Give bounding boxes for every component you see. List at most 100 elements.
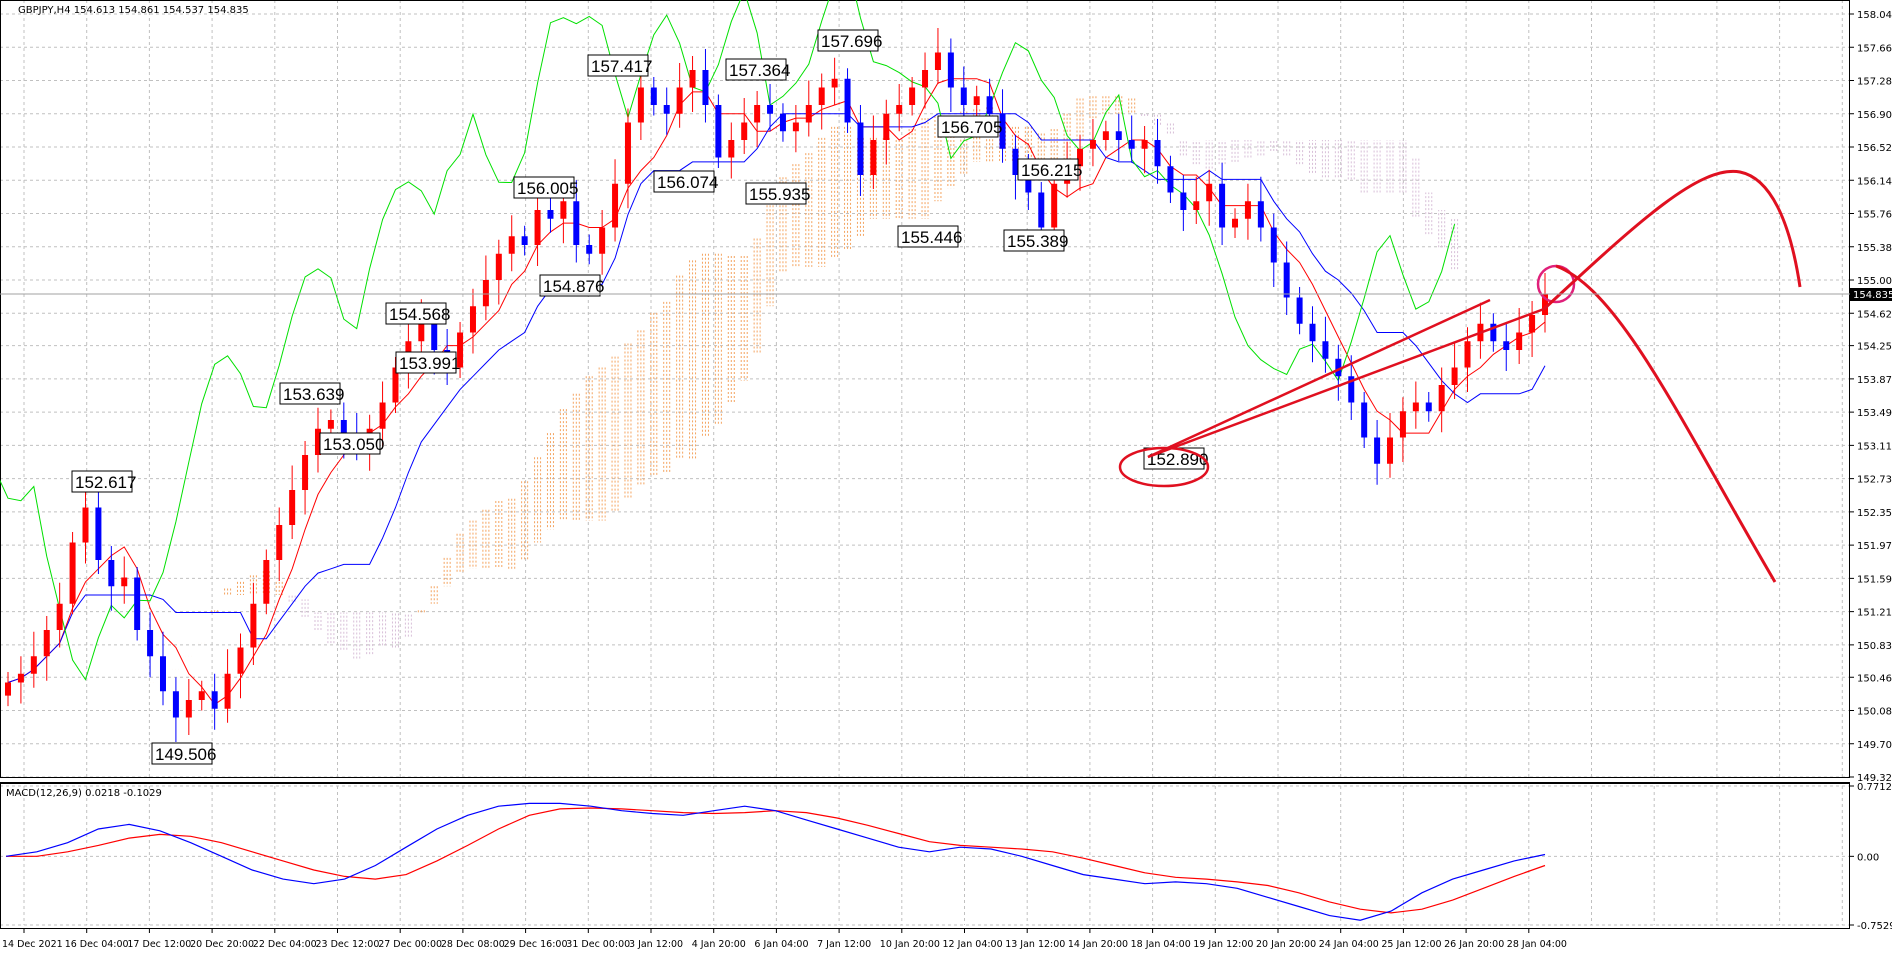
candle-body [1115,131,1122,140]
x-tick-label: 26 Jan 20:00 [1444,939,1504,950]
candle-body [1335,358,1342,377]
y-tick-label: 153.110 [1857,441,1892,452]
price-label: 153.639 [283,385,344,404]
candle-body [1154,140,1161,167]
candle-body [134,577,141,630]
channel-upper-line [1147,298,1491,459]
price-label-box [539,274,601,297]
candle-body [1399,411,1406,438]
candle-body [1361,402,1368,438]
candle-body [1490,323,1497,342]
price-label: 155.389 [1007,232,1068,251]
symbol-header: GBPJPY,H4 154.613 154.861 154.537 154.83… [18,5,249,16]
candle-body [379,402,386,429]
candle-body [1438,385,1445,412]
candle-body [650,87,657,105]
price-label-box [937,115,999,138]
candlesticks[interactable] [5,28,1548,742]
candle-body [1257,201,1264,228]
price-label-box [319,432,381,455]
y-tick-label: 152.350 [1857,508,1892,519]
y-tick-label: 150.080 [1857,707,1892,718]
y-tick-label: 158.040 [1857,10,1892,21]
y-tick-label: 154.620 [1857,309,1892,320]
candle-body [560,201,567,219]
x-tick-label: 20 Dec 20:00 [190,939,254,950]
candle-body [767,105,774,114]
candle-body [1077,148,1084,167]
candle-body [1374,437,1381,464]
candle-body [999,113,1006,149]
candle-body [779,113,786,132]
y-tick-label: 153.490 [1857,408,1892,419]
candle-body [1529,315,1536,333]
candle-body [1128,140,1135,149]
macd-main-line [5,802,1546,921]
price-label: 149.506 [155,745,216,764]
candle-body [1051,183,1058,228]
price-label-box [513,176,575,199]
candle-body [1089,140,1096,149]
candle-body [1141,140,1148,149]
candle-body [276,525,283,560]
x-tick-label: 14 Dec 2021 [2,939,63,950]
candle-body [198,691,205,700]
price-label-box [817,29,879,52]
candle-body [960,87,967,105]
candle-body [1270,227,1277,263]
candle-body [508,236,515,254]
candle-body [482,280,489,307]
macd-tick-label: -0.7529 [1857,921,1892,932]
tenkan-sen-line [7,78,1546,706]
candle-body [302,455,309,490]
x-tick-label: 14 Jan 20:00 [1068,939,1128,950]
candle-body [831,78,838,88]
candle-body [1464,341,1471,368]
candle-body [340,420,347,438]
y-tick-label: 151.970 [1857,541,1892,552]
y-tick-label: 157.660 [1857,43,1892,54]
candle-body [534,210,541,245]
y-tick-label: 154.250 [1857,342,1892,353]
candle-body [1503,341,1510,350]
candle-body [637,87,644,123]
price-label-box [1017,158,1079,181]
candle-body [1038,192,1045,228]
candle-body [237,647,244,674]
candle-body [1206,183,1213,202]
candle-body [172,691,179,718]
candle-body [1283,262,1290,298]
candle-body [1232,218,1239,228]
macd-tick-label: 0.00 [1857,852,1879,863]
candle-body [1322,341,1329,359]
chikou-span-line [0,0,1456,681]
candle-body [599,227,606,254]
price-label: 155.446 [901,228,962,247]
candle-body [1425,402,1432,412]
candle-body [1516,332,1523,350]
candle-body [314,428,321,455]
y-tick-label: 155.380 [1857,243,1892,254]
candle-body [547,210,554,219]
candle-body [17,673,24,683]
price-label-box [1003,229,1065,252]
x-tick-label: 19 Jan 12:00 [1193,939,1253,950]
candle-body [818,87,825,105]
y-tick-label: 155.760 [1857,210,1892,221]
candle-body [792,122,799,132]
x-tick-label: 17 Dec 12:00 [127,939,191,950]
x-tick-label: 22 Dec 04:00 [253,939,317,950]
candle-body [521,236,528,245]
candle-body [741,122,748,140]
y-tick-label: 151.210 [1857,608,1892,619]
candle-body [289,490,296,525]
price-label-box [151,742,213,765]
main-pane-border [0,0,1850,778]
x-tick-label: 24 Jan 04:00 [1319,939,1379,950]
candle-body [1387,437,1394,464]
price-label: 157.364 [729,61,790,80]
candle-body [108,560,115,587]
price-label-box [71,470,133,493]
candle-body [857,122,864,175]
